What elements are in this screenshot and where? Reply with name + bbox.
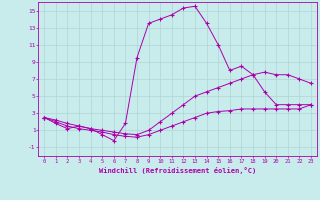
X-axis label: Windchill (Refroidissement éolien,°C): Windchill (Refroidissement éolien,°C) — [99, 167, 256, 174]
